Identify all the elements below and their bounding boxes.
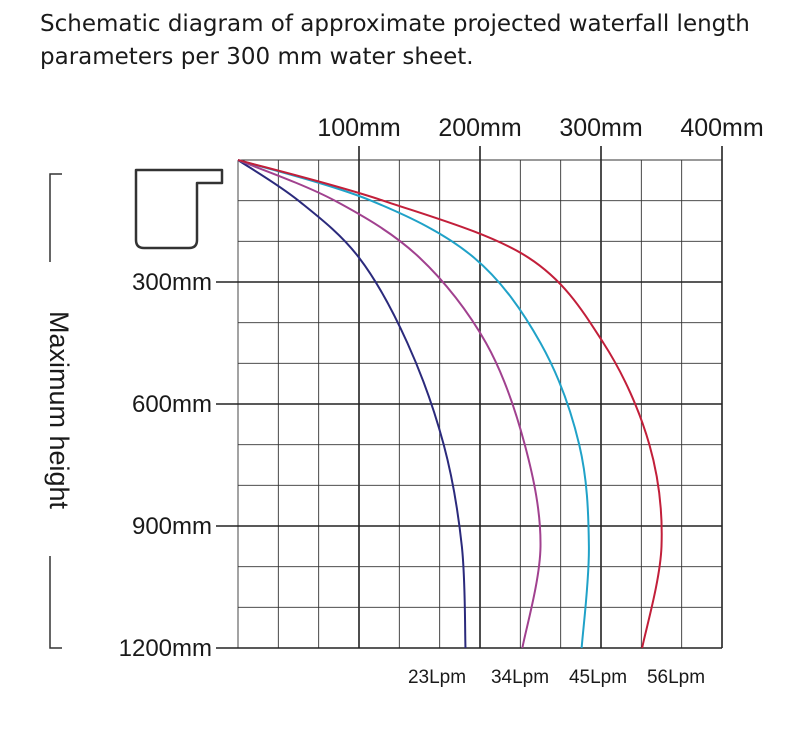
y-tick-label: 600mm xyxy=(132,391,212,418)
series-label: 34Lpm xyxy=(491,667,549,688)
series-line-56Lpm xyxy=(237,159,663,649)
series-labels: 23Lpm 34Lpm 45Lpm 56Lpm xyxy=(408,667,705,688)
x-tick-label: 400mm xyxy=(680,114,763,142)
series-line-23Lpm xyxy=(237,159,467,649)
y-tick-label: 300mm xyxy=(132,269,212,296)
chart-series xyxy=(237,159,663,649)
chart-grid xyxy=(237,159,723,649)
y-axis-label: Maximum height xyxy=(44,311,74,510)
series-line-45Lpm xyxy=(237,159,590,649)
y-axis-label-bracket xyxy=(49,173,62,649)
chart-title: Schematic diagram of approximate project… xyxy=(40,8,780,74)
x-tick-label: 200mm xyxy=(438,114,521,142)
chart-title-line-1: Schematic diagram of approximate project… xyxy=(40,11,750,37)
nozzle-icon xyxy=(134,168,224,250)
y-tick-label: 900mm xyxy=(132,513,212,540)
series-label: 45Lpm xyxy=(569,667,627,688)
y-tick-label: 1200mm xyxy=(119,635,212,662)
x-axis-tick-labels: 100mm 200mm 300mm 400mm xyxy=(317,114,764,160)
chart-title-line-2: parameters per 300 mm water sheet. xyxy=(40,44,474,70)
series-label: 56Lpm xyxy=(647,667,705,688)
series-label: 23Lpm xyxy=(408,667,466,688)
x-tick-label: 300mm xyxy=(559,114,642,142)
y-axis-ticks: 300mm 600mm 900mm 1200mm xyxy=(119,269,238,662)
x-tick-label: 100mm xyxy=(317,114,400,142)
series-line-34Lpm xyxy=(237,159,542,649)
